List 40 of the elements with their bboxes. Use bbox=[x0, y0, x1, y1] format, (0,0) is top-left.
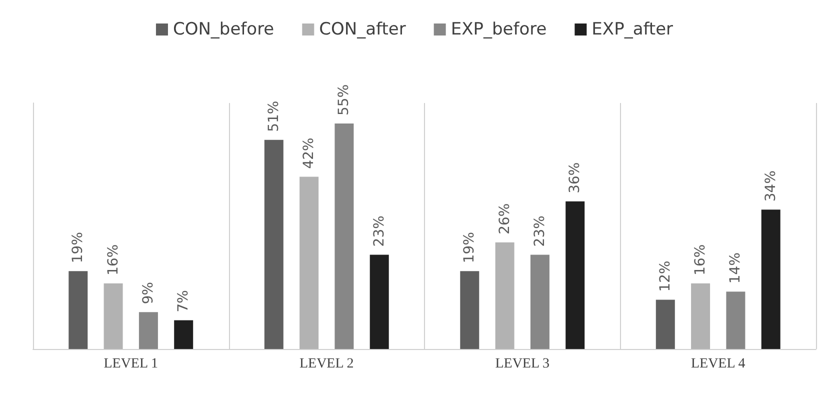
legend-label: EXP_before bbox=[450, 20, 547, 40]
data-label: 55% bbox=[336, 84, 352, 116]
data-label: 23% bbox=[532, 216, 548, 247]
data-label: 19% bbox=[70, 232, 86, 264]
data-label: 26% bbox=[496, 203, 513, 234]
data-label: 9% bbox=[140, 282, 156, 304]
data-label: 23% bbox=[371, 216, 388, 247]
legend-label: CON_before bbox=[172, 20, 274, 40]
data-label: 34% bbox=[762, 170, 779, 202]
bar bbox=[460, 271, 480, 349]
bar bbox=[726, 292, 746, 349]
bar bbox=[761, 210, 780, 349]
x-tick-label: LEVEL 4 bbox=[690, 356, 746, 372]
legend-label: CON_after bbox=[319, 20, 406, 40]
x-tick-label: LEVEL 3 bbox=[495, 356, 550, 372]
legend-label: EXP_after bbox=[592, 20, 674, 40]
data-label: 19% bbox=[462, 232, 478, 264]
bar bbox=[104, 283, 123, 349]
bar bbox=[566, 201, 585, 349]
bar bbox=[138, 312, 158, 349]
data-label: 16% bbox=[105, 244, 122, 276]
data-label: 7% bbox=[176, 290, 192, 312]
bar bbox=[300, 176, 319, 349]
bar bbox=[656, 300, 675, 349]
bar bbox=[691, 283, 710, 349]
data-label: 14% bbox=[728, 252, 744, 284]
data-label: 42% bbox=[301, 138, 318, 169]
x-tick-label: LEVEL 1 bbox=[104, 356, 158, 372]
data-label: 16% bbox=[692, 244, 709, 276]
bar bbox=[264, 140, 284, 349]
data-label: 51% bbox=[266, 100, 282, 132]
bar bbox=[174, 320, 194, 349]
data-label: 36% bbox=[567, 162, 584, 194]
bar bbox=[334, 124, 354, 349]
data-label: 12% bbox=[657, 260, 674, 292]
bar bbox=[68, 271, 88, 349]
x-tick-label: LEVEL 2 bbox=[299, 356, 354, 372]
bar bbox=[530, 254, 550, 349]
bar bbox=[370, 254, 389, 349]
bar bbox=[495, 242, 514, 349]
